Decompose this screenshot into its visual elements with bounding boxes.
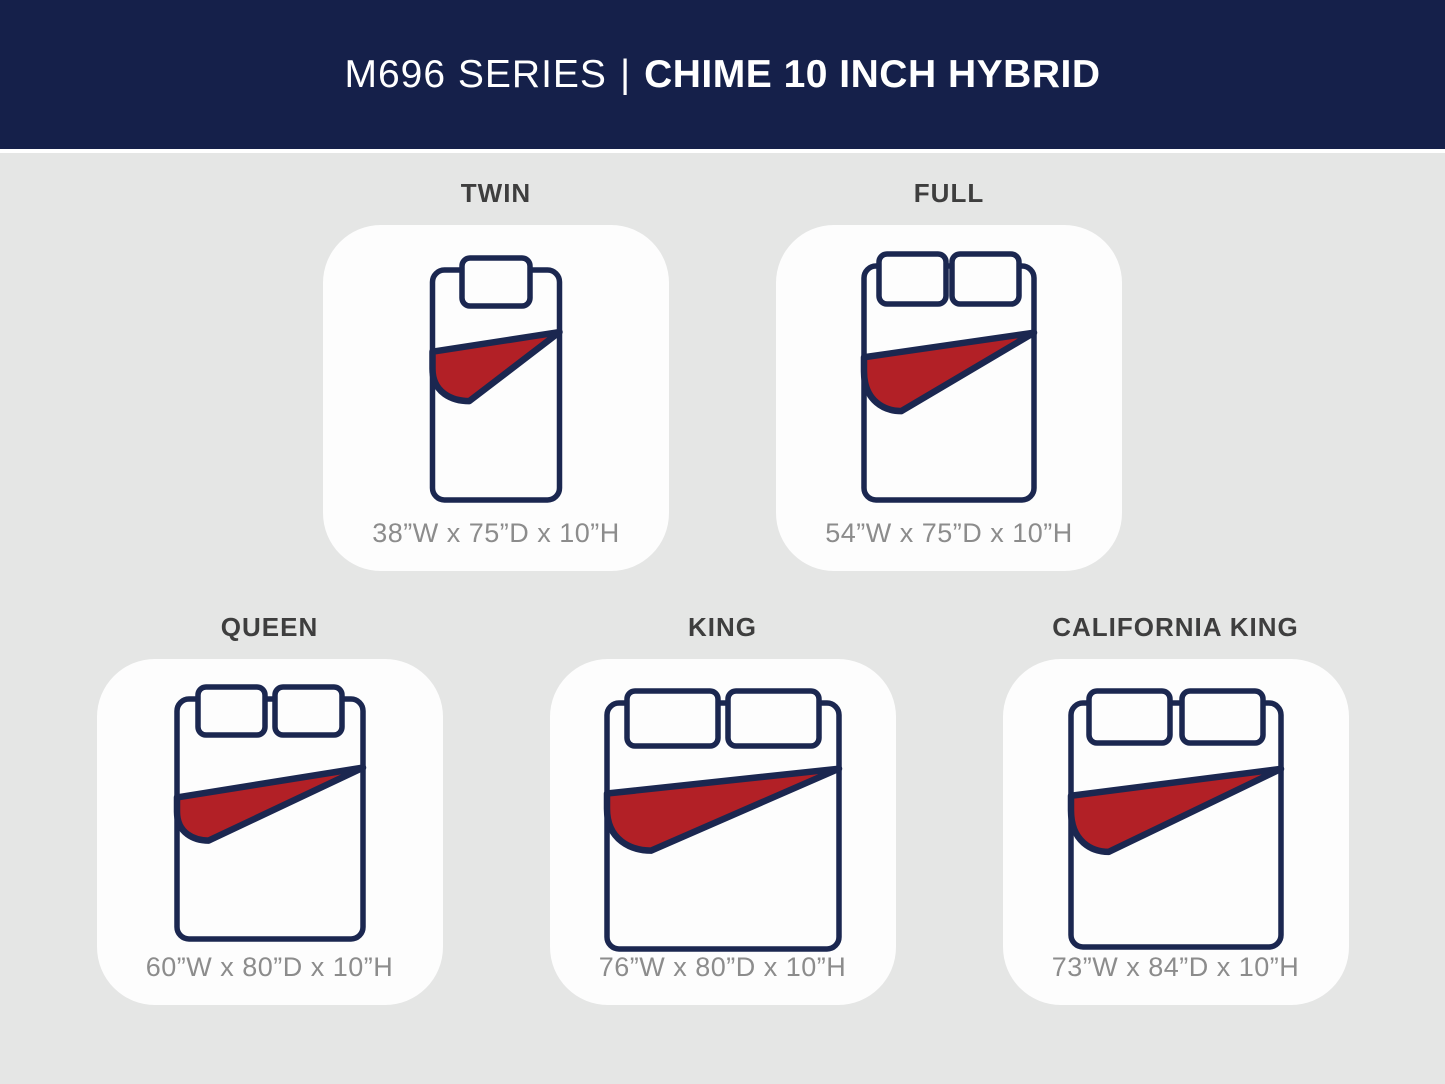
size-section-queen: QUEEN 60”W x 80”D x 10”H — [96, 612, 443, 1005]
blanket-fold-shape — [173, 764, 366, 844]
california-king-mattress-top-view-icon — [1067, 688, 1284, 950]
size-dimensions: 54”W x 75”D x 10”H — [825, 518, 1073, 548]
size-label: TWIN — [460, 178, 532, 208]
size-label: CALIFORNIA KING — [1052, 612, 1299, 642]
size-label: FULL — [913, 178, 985, 208]
title-separator: | — [619, 52, 632, 96]
size-card: 73”W x 84”D x 10”H — [1002, 659, 1349, 1005]
pillow-shape — [876, 251, 949, 307]
blanket-fold-shape — [860, 329, 1038, 415]
size-dimensions: 38”W x 75”D x 10”H — [372, 518, 620, 548]
size-section-full: FULL 54”W x 75”D x 10”H — [776, 179, 1122, 571]
size-row-top: TWIN 38”W x 75”D x 10”H FULL 54”W x 75”D… — [0, 153, 1445, 571]
size-dimensions: 73”W x 84”D x 10”H — [1051, 952, 1300, 982]
pillow-shape — [623, 688, 721, 749]
size-section-king: KING 76”W x 80”D x 10”H — [549, 612, 896, 1005]
size-label: QUEEN — [220, 612, 319, 642]
blanket-fold-shape — [1067, 765, 1284, 856]
pillow-shape — [271, 684, 345, 738]
size-dimensions: 76”W x 80”D x 10”H — [598, 952, 847, 982]
page-title: M696 SERIES | CHIME 10 INCH HYBRID — [345, 53, 1101, 97]
pillow-shape — [194, 684, 268, 738]
header-banner: M696 SERIES | CHIME 10 INCH HYBRID — [0, 0, 1445, 153]
mattress-size-chart-page: M696 SERIES | CHIME 10 INCH HYBRID TWIN 38… — [0, 0, 1445, 1005]
pillow-shape — [459, 255, 533, 309]
size-card: 76”W x 80”D x 10”H — [549, 659, 896, 1005]
pillow-shape — [724, 688, 822, 749]
pillow-shape — [949, 251, 1022, 307]
blanket-fold-shape — [603, 765, 842, 854]
blanket-fold-shape — [429, 328, 563, 405]
size-card: 60”W x 80”D x 10”H — [96, 659, 443, 1005]
full-mattress-top-view-icon — [860, 251, 1038, 503]
size-section-california-king: CALIFORNIA KING 73”W x 84”D x 10”H — [1002, 612, 1349, 1005]
size-label: KING — [688, 612, 757, 642]
series-name: M696 SERIES — [344, 52, 607, 96]
size-card: 54”W x 75”D x 10”H — [776, 225, 1122, 571]
queen-mattress-top-view-icon — [173, 684, 366, 942]
size-row-bottom: QUEEN 60”W x 80”D x 10”H KING 76”W x 80”… — [0, 613, 1445, 1005]
pillow-shape — [1085, 688, 1173, 746]
size-section-twin: TWIN 38”W x 75”D x 10”H — [323, 179, 669, 571]
product-name: CHIME 10 INCH HYBRID — [644, 52, 1101, 96]
size-dimensions: 60”W x 80”D x 10”H — [145, 952, 394, 982]
twin-mattress-top-view-icon — [429, 255, 563, 503]
size-grid: TWIN 38”W x 75”D x 10”H FULL 54”W x 75”D… — [0, 153, 1445, 1005]
size-card: 38”W x 75”D x 10”H — [323, 225, 669, 571]
pillow-shape — [1178, 688, 1266, 746]
king-mattress-top-view-icon — [603, 688, 842, 952]
